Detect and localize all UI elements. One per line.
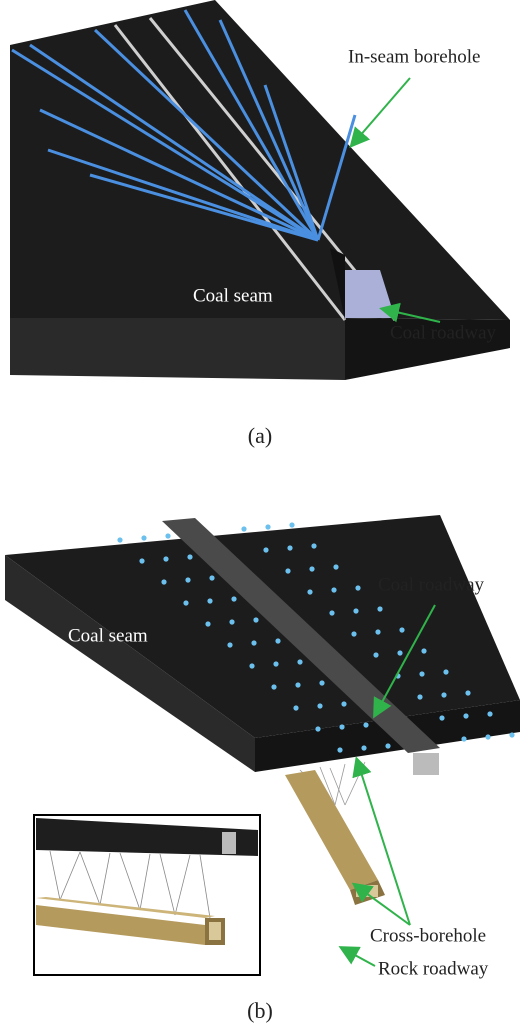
roadway-opening [413, 753, 439, 775]
borehole-dot [139, 558, 144, 563]
borehole-dot [185, 577, 190, 582]
inset [34, 815, 260, 975]
borehole-dot [253, 617, 258, 622]
rock-roadway-opening [356, 885, 378, 897]
borehole-dot [265, 524, 270, 529]
borehole-dot [229, 619, 234, 624]
borehole-dot [117, 537, 122, 542]
borehole-dot [297, 659, 302, 664]
borehole-dot [333, 564, 338, 569]
borehole-dot [251, 640, 256, 645]
borehole-dot [485, 734, 490, 739]
borehole-dot [331, 587, 336, 592]
borehole-dot [397, 650, 402, 655]
borehole-dot [165, 533, 170, 538]
label: In-seam borehole [348, 46, 480, 67]
borehole-dot [207, 598, 212, 603]
borehole-dot [275, 638, 280, 643]
borehole-dot [161, 579, 166, 584]
borehole-dot [421, 648, 426, 653]
borehole-dot [509, 732, 514, 737]
borehole-dot [183, 600, 188, 605]
borehole-dot [249, 663, 254, 668]
label: Cross-borehole [370, 925, 486, 946]
borehole-dot [285, 568, 290, 573]
borehole-dot [487, 711, 492, 716]
borehole-dot [187, 554, 192, 559]
borehole-dot [417, 694, 422, 699]
borehole-dot [205, 621, 210, 626]
borehole-dot [353, 608, 358, 613]
borehole-dot [419, 671, 424, 676]
borehole-dot [141, 535, 146, 540]
borehole-dot [307, 589, 312, 594]
borehole-dot [287, 545, 292, 550]
panel-b: Coal roadway Coal seam Cross-borehole Ro… [5, 515, 520, 1023]
borehole-dot [337, 747, 342, 752]
borehole-dot [341, 701, 346, 706]
borehole-dot [209, 575, 214, 580]
label: Coal seam [193, 285, 273, 306]
panel-a: In-seam borehole Coal seam Coal roadway … [10, 0, 510, 448]
borehole-dot [439, 715, 444, 720]
borehole-dot [461, 736, 466, 741]
borehole-dot [351, 631, 356, 636]
caption: (a) [248, 423, 272, 448]
borehole-dot [163, 556, 168, 561]
borehole-dot [231, 596, 236, 601]
borehole-dot [227, 642, 232, 647]
borehole-dot [355, 585, 360, 590]
borehole-dot [263, 547, 268, 552]
borehole-dot [377, 606, 382, 611]
arrow [342, 948, 375, 966]
rock-roadway [285, 770, 378, 890]
borehole-dot [289, 522, 294, 527]
borehole-dot [311, 543, 316, 548]
borehole-dot [361, 745, 366, 750]
borehole-dot [339, 724, 344, 729]
borehole-dot [385, 743, 390, 748]
borehole-dot [241, 526, 246, 531]
borehole-dot [317, 703, 322, 708]
label: Coal roadway [378, 574, 485, 595]
borehole-dot [441, 692, 446, 697]
borehole-dot [465, 690, 470, 695]
borehole-dot [373, 652, 378, 657]
borehole-dot [463, 713, 468, 718]
borehole-dot [295, 682, 300, 687]
borehole-dot [399, 627, 404, 632]
borehole-dot [443, 669, 448, 674]
label: Coal roadway [390, 322, 497, 343]
borehole-dot [363, 722, 368, 727]
borehole-dot [329, 610, 334, 615]
borehole-dot [271, 684, 276, 689]
borehole-dot [315, 726, 320, 731]
borehole-dot [293, 705, 298, 710]
borehole-dot [319, 680, 324, 685]
seam-front [10, 318, 345, 380]
borehole-dot [273, 661, 278, 666]
caption: (b) [247, 998, 273, 1023]
label: Coal seam [68, 625, 148, 646]
arrow [352, 78, 410, 145]
borehole-dot [309, 566, 314, 571]
label: Rock roadway [378, 958, 489, 979]
borehole-dot [375, 629, 380, 634]
figure: In-seam borehole Coal seam Coal roadway … [0, 0, 520, 1030]
